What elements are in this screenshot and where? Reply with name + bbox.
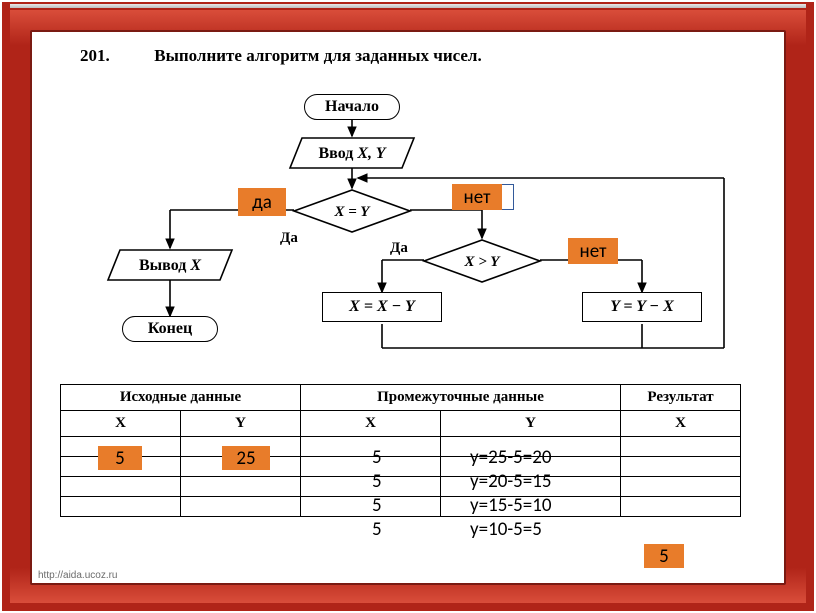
footer-url: http://aida.ucoz.ru [38,570,118,581]
node-input: Ввод X, Y [288,136,416,170]
highlight-da-text: да [252,191,272,214]
highlight-net2-text: нет [580,240,607,263]
node-output: Вывод X [106,248,234,282]
cond2-yes-label: Да [390,240,408,257]
flowchart: Начало Ввод X, Y X = Y X > Y X = X − Y [52,80,764,374]
node-cond2: X > Y [422,238,542,284]
node-proc1: X = X − Y [322,292,442,322]
overlay-src-y: 25 [222,446,270,470]
overlay-src-x-text: 5 [115,447,125,470]
page-title: 201. Выполните алгоритм для заданных чис… [80,46,482,66]
highlight-net1-text: нет [464,186,491,209]
node-end: Конец [122,316,218,342]
slide-frame: 201. Выполните алгоритм для заданных чис… [2,2,814,611]
overlay-x-3: 5 [372,518,382,541]
node-start-label: Начало [325,98,379,116]
slide-panel: 201. Выполните алгоритм для заданных чис… [30,30,786,585]
overlay-y-1: у=20-5=15 [470,470,552,493]
task-text: Выполните алгоритм для заданных чисел. [154,46,481,65]
th-source: Исходные данные [61,385,301,411]
overlay-result: 5 [644,544,684,568]
cond1-yes-label: Да [280,230,298,247]
th-x3: X [621,411,741,437]
th-intermediate: Промежуточные данные [301,385,621,411]
node-proc2: Y = Y − X [582,292,702,322]
node-input-label: Ввод X, Y [319,145,387,162]
node-output-label: Вывод X [139,257,201,274]
overlay-x-0: 5 [372,446,382,469]
th-y2: Y [441,411,621,437]
th-x1: X [61,411,181,437]
highlight-da: да [238,188,286,216]
node-cond2-label: X > Y [464,254,502,270]
overlay-y-0: у=25-5=20 [470,446,552,469]
node-proc1-label: X = X − Y [349,298,415,316]
node-cond1-label: X = Y [334,204,372,220]
overlay-x-1: 5 [372,470,382,493]
highlight-net2: нет [568,238,618,264]
overlay-y-2: у=15-5=10 [470,494,552,517]
th-y1: Y [181,411,301,437]
overlay-result-text: 5 [659,545,669,568]
overlay-x-2: 5 [372,494,382,517]
node-proc2-label: Y = Y − X [610,298,674,316]
task-number: 201. [80,46,150,66]
data-table: Исходные данные Промежуточные данные Рез… [60,384,741,517]
node-cond1: X = Y [292,188,412,234]
node-end-label: Конец [148,320,192,338]
th-result: Результат [621,385,741,411]
th-x2: X [301,411,441,437]
overlay-src-x: 5 [98,446,142,470]
overlay-src-y-text: 25 [236,447,255,470]
node-start: Начало [304,94,400,120]
highlight-net1: нет [452,184,502,210]
overlay-y-3: у=10-5=5 [470,518,542,541]
